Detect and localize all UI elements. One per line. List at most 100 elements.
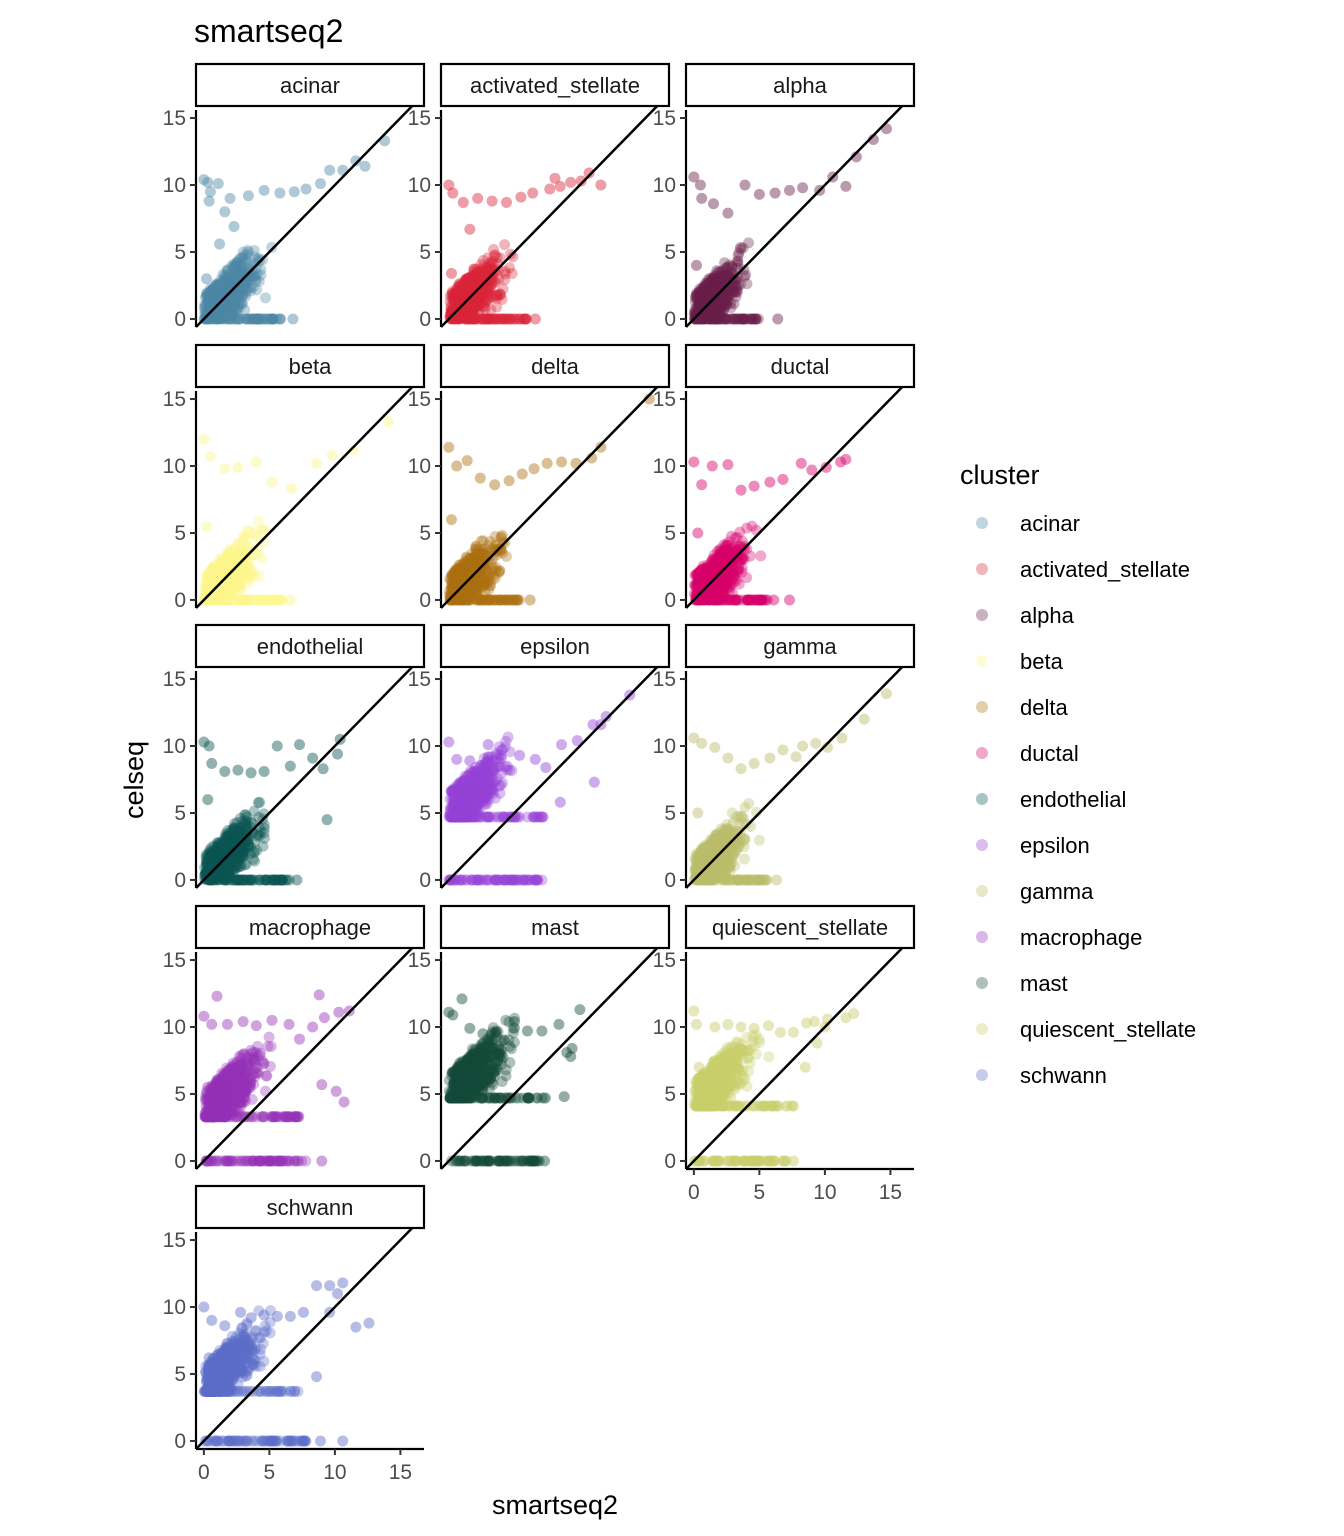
point (224, 557, 236, 569)
point (462, 572, 474, 584)
point (220, 270, 232, 282)
point (205, 590, 217, 602)
point (212, 849, 224, 861)
point (213, 587, 225, 599)
point (705, 313, 717, 325)
point (456, 592, 468, 604)
point (211, 287, 223, 299)
point (215, 283, 227, 295)
point (212, 581, 224, 593)
point (715, 546, 727, 558)
point (210, 280, 222, 292)
point (478, 275, 490, 287)
point (720, 564, 732, 576)
point (703, 594, 715, 606)
point (730, 291, 742, 303)
point (458, 593, 470, 605)
point (216, 840, 228, 852)
point (231, 303, 243, 315)
point (695, 289, 707, 301)
point (740, 269, 752, 281)
point (755, 550, 767, 562)
point (235, 861, 247, 873)
point (236, 541, 248, 553)
point (214, 844, 226, 856)
point (204, 570, 216, 582)
point (466, 299, 478, 311)
point (707, 311, 719, 323)
point (462, 297, 474, 309)
point (707, 582, 719, 594)
point (468, 266, 480, 278)
point (732, 567, 744, 579)
point (696, 565, 708, 577)
point (457, 563, 469, 575)
point (459, 306, 471, 318)
point (701, 310, 713, 322)
point (463, 583, 475, 595)
point (702, 565, 714, 577)
point (229, 549, 241, 561)
point (696, 192, 708, 204)
point (461, 561, 473, 573)
point (445, 514, 457, 526)
point (219, 870, 231, 882)
point (716, 293, 728, 305)
point (459, 284, 471, 296)
point (696, 288, 708, 300)
point (218, 306, 230, 318)
point (209, 311, 221, 323)
point (455, 589, 467, 601)
point (718, 539, 730, 551)
point (709, 553, 721, 565)
point (541, 457, 553, 469)
point (210, 279, 222, 291)
point (705, 580, 717, 592)
point (707, 572, 719, 584)
point (230, 289, 242, 301)
point (239, 253, 251, 265)
point (457, 307, 469, 319)
point (720, 269, 732, 281)
point (267, 313, 279, 325)
point (235, 874, 247, 886)
point (755, 594, 767, 606)
point (707, 307, 719, 319)
point (228, 845, 240, 857)
point (468, 263, 480, 275)
point (474, 560, 486, 572)
point (217, 276, 229, 288)
point (211, 564, 223, 576)
point (506, 594, 518, 606)
point (458, 281, 470, 293)
point (722, 573, 734, 585)
point (699, 290, 711, 302)
point (226, 874, 238, 886)
point (240, 809, 252, 821)
point (457, 588, 469, 600)
point (267, 874, 279, 886)
identity-line (441, 387, 659, 609)
point (700, 308, 712, 320)
point (234, 853, 246, 865)
point (222, 585, 234, 597)
point (718, 551, 730, 563)
point (468, 313, 480, 325)
point (449, 568, 461, 580)
point (468, 570, 480, 582)
point (217, 301, 229, 313)
point (208, 559, 220, 571)
point (228, 832, 240, 844)
point (720, 271, 732, 283)
point (454, 285, 466, 297)
point (229, 566, 241, 578)
point (456, 569, 468, 581)
point (215, 558, 227, 570)
point (447, 575, 459, 587)
point (704, 306, 716, 318)
point (229, 855, 241, 867)
point (455, 591, 467, 603)
point (445, 581, 457, 593)
point (449, 310, 461, 322)
point (243, 570, 255, 582)
